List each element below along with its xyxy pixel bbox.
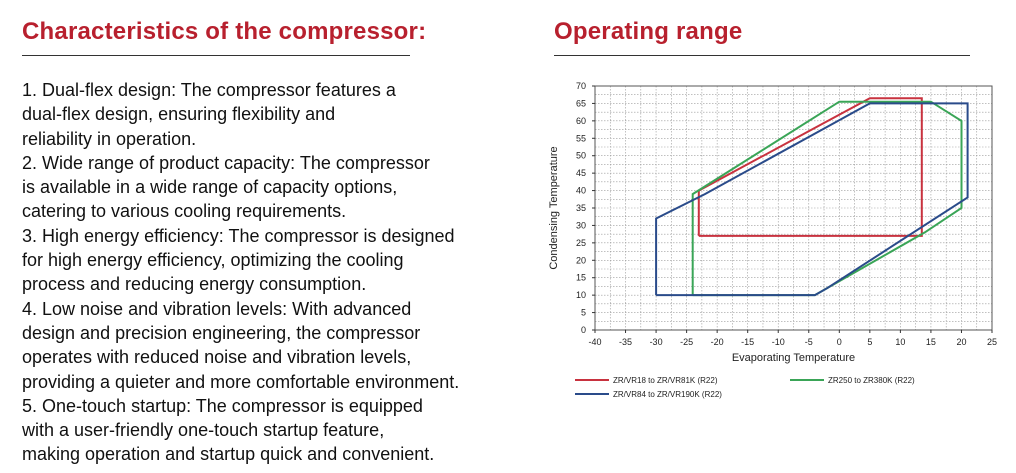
feature-item: 4. Low noise and vibration levels: With … — [22, 297, 542, 394]
x-tick-label: -10 — [772, 337, 785, 347]
x-tick-label: 25 — [987, 337, 997, 347]
feature-line: making operation and startup quick and c… — [22, 444, 435, 465]
feature-line: operates with reduced noise and vibratio… — [22, 347, 412, 368]
x-tick-label: -30 — [650, 337, 663, 347]
x-tick-label: 20 — [956, 337, 966, 347]
feature-line: 3. High energy efficiency: The compresso… — [22, 225, 455, 246]
x-tick-label: -25 — [680, 337, 693, 347]
series-line-3 — [655, 102, 969, 297]
legend-label: ZR/VR84 to ZR/VR190K (R22) — [613, 390, 722, 399]
y-tick-label: 65 — [576, 98, 586, 108]
x-tick-label: 0 — [837, 337, 842, 347]
feature-line: 2. Wide range of product capacity: The c… — [22, 152, 430, 173]
feature-line: providing a quieter and more comfortable… — [22, 371, 460, 392]
feature-line: process and reducing energy consumption. — [22, 274, 367, 295]
y-tick-label: 50 — [576, 151, 586, 161]
operating-range-title: Operating range — [554, 18, 743, 45]
y-axis-label: Condensing Temperature — [548, 146, 560, 269]
y-tick-label: 35 — [576, 203, 586, 213]
x-tick-label: 10 — [895, 337, 905, 347]
feature-item: 5. One-touch startup: The compressor is … — [22, 394, 542, 467]
characteristics-title: Characteristics of the compressor: — [22, 18, 427, 45]
feature-list: 1. Dual-flex design: The compressor feat… — [22, 78, 542, 467]
y-tick-label: 25 — [576, 238, 586, 248]
series-line-2 — [691, 100, 963, 297]
legend-label: ZR250 to ZR380K (R22) — [828, 376, 915, 385]
feature-line: 4. Low noise and vibration levels: With … — [22, 298, 412, 319]
feature-line: catering to various cooling requirements… — [22, 201, 347, 222]
characteristics-divider — [22, 55, 410, 56]
y-tick-label: 70 — [576, 81, 586, 91]
feature-line: design and precision engineering, the co… — [22, 322, 421, 343]
feature-line: with a user-friendly one-touch startup f… — [22, 420, 385, 441]
x-tick-label: -15 — [741, 337, 754, 347]
y-tick-label: 5 — [581, 308, 586, 318]
y-tick-label: 40 — [576, 186, 586, 196]
y-tick-label: 60 — [576, 116, 586, 126]
feature-line: dual-flex design, ensuring flexibility a… — [22, 104, 336, 125]
feature-item: 1. Dual-flex design: The compressor feat… — [22, 78, 542, 151]
feature-line: 1. Dual-flex design: The compressor feat… — [22, 80, 396, 100]
y-tick-label: 10 — [576, 290, 586, 300]
x-tick-label: 15 — [926, 337, 936, 347]
x-tick-label: 5 — [867, 337, 872, 347]
y-tick-label: 30 — [576, 220, 586, 230]
operating-range-chart: -40 -35 -30 -25 -20 -15 -10 -5 0 5 10 15 20 25 0 5 10 15 2… — [548, 81, 997, 399]
y-tick-label: 20 — [576, 255, 586, 265]
x-axis-label: Evaporating Temperature — [732, 352, 855, 364]
y-tick-label: 0 — [581, 325, 586, 335]
x-tick-label: -35 — [619, 337, 632, 347]
legend-label: ZR/VR18 to ZR/VR81K (R22) — [613, 376, 718, 385]
x-tick-label: -40 — [588, 337, 601, 347]
y-tick-label: 15 — [576, 273, 586, 283]
feature-item: 3. High energy efficiency: The compresso… — [22, 224, 542, 297]
operating-range-divider — [554, 55, 970, 56]
feature-line: 5. One-touch startup: The compressor is … — [22, 395, 423, 416]
y-tick-label: 45 — [576, 168, 586, 178]
feature-item: 2. Wide range of product capacity: The c… — [22, 151, 542, 224]
feature-line: for high energy efficiency, optimizing t… — [22, 250, 404, 271]
feature-line: is available in a wide range of capacity… — [22, 177, 398, 198]
x-tick-label: -20 — [711, 337, 724, 347]
feature-line: reliability in operation. — [22, 128, 197, 149]
x-tick-label: -5 — [805, 337, 813, 347]
y-tick-label: 55 — [576, 133, 586, 143]
characteristics-panel: Characteristics of the compressor: — [22, 18, 532, 54]
